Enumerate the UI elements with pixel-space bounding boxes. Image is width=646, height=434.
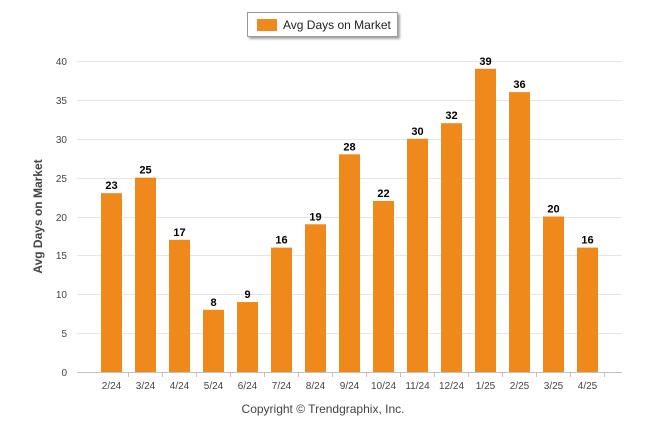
copyright-text: Copyright © Trendgraphix, Inc. (241, 402, 405, 416)
x-tick-label: 7/24 (272, 381, 292, 392)
bar (237, 302, 258, 372)
bar (407, 138, 428, 372)
bar (373, 200, 394, 372)
data-label: 39 (479, 56, 491, 68)
data-label: 20 (547, 204, 559, 216)
bar (339, 154, 360, 372)
bar (441, 123, 462, 372)
data-label: 16 (275, 235, 287, 247)
data-label: 23 (105, 180, 117, 192)
bar (475, 68, 496, 373)
bar (271, 247, 292, 372)
bar (305, 224, 326, 372)
x-tick-label: 1/25 (476, 381, 496, 392)
data-label: 32 (445, 110, 457, 122)
bar (577, 247, 598, 372)
x-tick-label: 2/25 (510, 381, 530, 392)
bar (509, 92, 530, 372)
x-tick-label: 11/24 (405, 381, 430, 392)
y-tick-label: 30 (56, 135, 68, 146)
data-label: 8 (210, 297, 216, 309)
x-tick-label: 2/24 (102, 381, 122, 392)
y-tick-label: 40 (56, 57, 68, 68)
bar (543, 216, 564, 372)
y-tick-label: 25 (56, 174, 68, 185)
y-tick-label: 35 (56, 96, 68, 107)
x-tick-label: 5/24 (204, 381, 224, 392)
bar (101, 193, 122, 372)
x-tick-label: 3/25 (544, 381, 564, 392)
x-tick-label: 6/24 (238, 381, 258, 392)
data-label: 30 (411, 126, 423, 138)
data-label: 22 (377, 188, 389, 200)
data-label: 36 (513, 79, 525, 91)
data-label: 9 (244, 289, 250, 301)
bar (203, 309, 224, 372)
bar (135, 177, 156, 372)
x-tick-label: 9/24 (340, 381, 360, 392)
x-tick-label: 12/24 (439, 381, 464, 392)
y-tick-label: 15 (56, 251, 68, 262)
legend[interactable]: Avg Days on Market (247, 12, 398, 37)
data-label: 19 (309, 211, 321, 223)
bar (169, 239, 190, 372)
x-tick-label: 10/24 (371, 381, 396, 392)
y-tick-label: 5 (61, 329, 67, 340)
x-tick-label: 4/25 (578, 381, 598, 392)
y-tick-label: 0 (61, 368, 67, 379)
legend-swatch (257, 18, 277, 31)
legend-label: Avg Days on Market (283, 17, 391, 32)
x-tick-label: 8/24 (306, 381, 326, 392)
data-label: 16 (581, 235, 593, 247)
x-tick-label: 3/24 (136, 381, 156, 392)
data-label: 28 (343, 141, 355, 153)
y-axis-title: Avg Days on Market (31, 159, 45, 273)
y-tick-label: 10 (56, 290, 68, 301)
y-tick-label: 20 (56, 213, 68, 224)
data-label: 25 (139, 165, 151, 177)
x-tick-label: 4/24 (170, 381, 190, 392)
data-label: 17 (173, 227, 185, 239)
